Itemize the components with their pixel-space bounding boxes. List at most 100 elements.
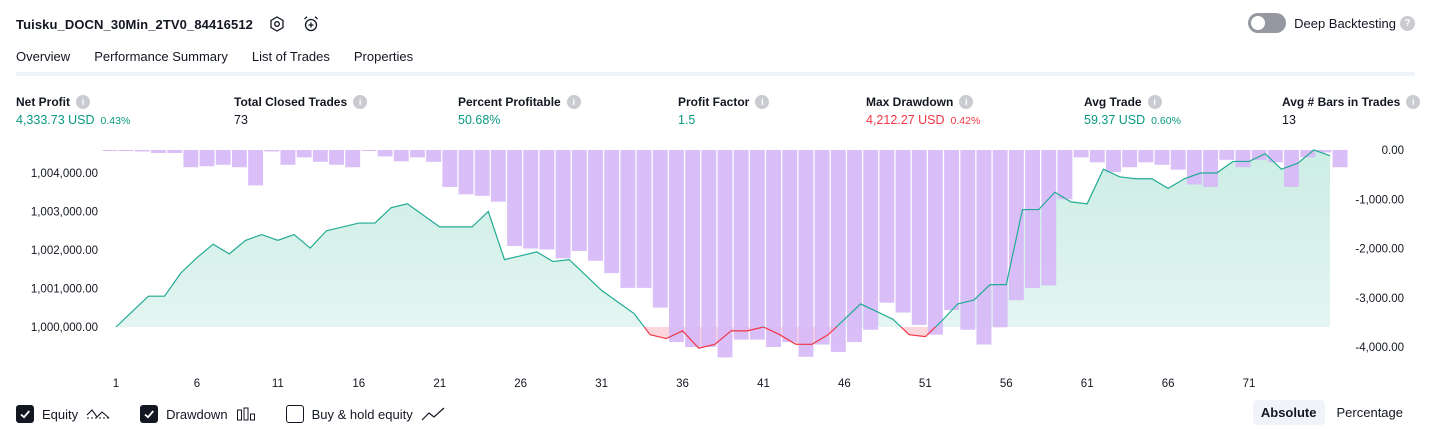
drawdown-bar bbox=[911, 150, 927, 325]
drawdown-bar bbox=[766, 150, 782, 347]
metric-percent: 0.42% bbox=[950, 115, 981, 127]
drawdown-bar bbox=[345, 150, 361, 168]
drawdown-bar bbox=[474, 150, 490, 196]
metric-total-closed-trades: Total Closed Trades i 73 bbox=[234, 94, 368, 127]
equity-line-icon bbox=[86, 406, 110, 422]
absolute-button[interactable]: Absolute bbox=[1252, 400, 1325, 425]
drawdown-bar bbox=[717, 150, 733, 358]
x-axis-tick-label: 26 bbox=[514, 378, 527, 390]
drawdown-bar bbox=[1203, 150, 1219, 187]
metric-percent-profitable: Percent Profitable i 50.68% bbox=[458, 94, 581, 127]
drawdown-bar bbox=[215, 150, 231, 165]
percentage-button[interactable]: Percentage bbox=[1336, 405, 1404, 420]
metric-percent: 0.60% bbox=[1151, 115, 1181, 127]
right-axis-tick-label: 0.00 bbox=[1382, 145, 1404, 157]
metric-net-profit: Net Profit i 4,333.73 USD 0.43% bbox=[16, 94, 130, 127]
info-icon[interactable]: i bbox=[1147, 95, 1162, 109]
drawdown-bar bbox=[830, 150, 846, 352]
drawdown-bar bbox=[523, 150, 539, 249]
x-axis-tick-label: 6 bbox=[194, 378, 200, 390]
drawdown-bar bbox=[604, 150, 620, 274]
equity-label: Equity bbox=[42, 406, 79, 422]
right-axis-tick-label: -4,000.00 bbox=[1355, 342, 1404, 354]
drawdown-bar bbox=[814, 150, 830, 345]
metric-max-drawdown: Max Drawdown i 4,212.27 USD 0.42% bbox=[866, 94, 980, 127]
tab-performance-summary[interactable]: Performance Summary bbox=[94, 49, 228, 64]
tab-list-of-trades[interactable]: List of Trades bbox=[251, 49, 330, 64]
buy-hold-line-icon bbox=[421, 406, 445, 422]
drawdown-bar bbox=[1025, 150, 1040, 288]
drawdown-bar bbox=[329, 150, 344, 165]
equity-checkbox[interactable]: Equity bbox=[16, 405, 110, 423]
info-icon[interactable]: i bbox=[566, 95, 581, 109]
drawdown-label: Drawdown bbox=[166, 406, 228, 422]
deep-backtesting-toggle[interactable] bbox=[1248, 13, 1287, 33]
drawdown-bar bbox=[442, 150, 458, 187]
metric-value: 4,212.27 USD bbox=[866, 113, 945, 127]
drawdown-bar bbox=[1186, 150, 1202, 185]
drawdown-bar bbox=[960, 150, 976, 330]
metric-label: Net Profit bbox=[16, 95, 70, 109]
drawdown-bar bbox=[1106, 150, 1121, 173]
metric-label: Total Closed Trades bbox=[234, 95, 348, 109]
buy-hold-equity-checkbox[interactable]: Buy & hold equity bbox=[285, 405, 445, 423]
drawdown-bar bbox=[1332, 150, 1348, 168]
drawdown-bar bbox=[231, 150, 247, 168]
tab-overview[interactable]: Overview bbox=[16, 49, 71, 64]
x-axis-tick-label: 21 bbox=[433, 378, 446, 390]
drawdown-bar bbox=[1170, 150, 1186, 170]
alarm-plus-icon[interactable] bbox=[301, 14, 321, 34]
left-axis-tick-label: 1,002,000.00 bbox=[31, 245, 98, 257]
drawdown-bar bbox=[749, 150, 765, 340]
strategy-name: Tuisku_DOCN_30Min_2TV0_84416512 bbox=[16, 16, 253, 32]
info-icon[interactable]: i bbox=[1406, 95, 1421, 109]
drawdown-bar bbox=[183, 150, 199, 168]
x-axis-tick-label: 61 bbox=[1081, 378, 1094, 390]
drawdown-bar bbox=[151, 150, 166, 153]
drawdown-bar bbox=[733, 150, 749, 340]
info-icon[interactable]: i bbox=[755, 95, 770, 109]
x-axis-tick-label: 66 bbox=[1162, 378, 1175, 390]
drawdown-bar bbox=[296, 150, 312, 158]
drawdown-bar bbox=[1154, 150, 1170, 165]
left-axis-tick-label: 1,003,000.00 bbox=[31, 207, 98, 219]
drawdown-bar bbox=[264, 150, 280, 152]
check-icon bbox=[140, 405, 159, 423]
gear-icon[interactable] bbox=[267, 14, 287, 34]
drawdown-bars-icon bbox=[236, 406, 256, 422]
metric-value: 1.5 bbox=[678, 113, 696, 127]
drawdown-bar bbox=[248, 150, 264, 186]
drawdown-bar bbox=[393, 150, 409, 162]
drawdown-bar bbox=[620, 150, 636, 288]
drawdown-bar bbox=[377, 150, 393, 157]
drawdown-bar bbox=[1041, 150, 1057, 286]
metric-value: 4,333.73 USD bbox=[16, 113, 95, 127]
drawdown-bar bbox=[1008, 150, 1024, 301]
x-axis-tick-label: 16 bbox=[352, 378, 365, 390]
metric-avg-bars-in-trades: Avg # Bars in Trades i 13 bbox=[1282, 94, 1421, 127]
help-icon[interactable]: ? bbox=[1400, 15, 1415, 31]
drawdown-checkbox[interactable]: Drawdown bbox=[140, 405, 255, 423]
drawdown-bar bbox=[685, 150, 701, 347]
info-icon[interactable]: i bbox=[76, 95, 90, 109]
right-axis-tick-label: -2,000.00 bbox=[1355, 244, 1404, 256]
drawdown-bar bbox=[1138, 150, 1154, 163]
info-icon[interactable]: i bbox=[959, 95, 974, 109]
checkbox-empty bbox=[285, 405, 304, 423]
drawdown-bar bbox=[1089, 150, 1105, 163]
left-axis-tick-label: 1,000,000.00 bbox=[31, 322, 98, 334]
drawdown-bar bbox=[312, 150, 328, 162]
info-icon[interactable]: i bbox=[353, 95, 368, 109]
chart-legend: Equity Drawdown Buy & hold equity bbox=[16, 403, 475, 425]
drawdown-bar bbox=[1316, 150, 1332, 153]
x-axis-tick-label: 46 bbox=[838, 378, 851, 390]
check-icon bbox=[16, 405, 34, 423]
x-axis-tick-label: 11 bbox=[272, 378, 284, 390]
drawdown-bar bbox=[539, 150, 555, 250]
drawdown-bar bbox=[927, 150, 943, 335]
drawdown-bar bbox=[426, 150, 442, 162]
drawdown-bar bbox=[944, 150, 960, 311]
metric-value: 50.68% bbox=[458, 113, 501, 127]
left-axis-tick-label: 1,001,000.00 bbox=[31, 284, 98, 296]
tab-properties[interactable]: Properties bbox=[353, 49, 414, 64]
